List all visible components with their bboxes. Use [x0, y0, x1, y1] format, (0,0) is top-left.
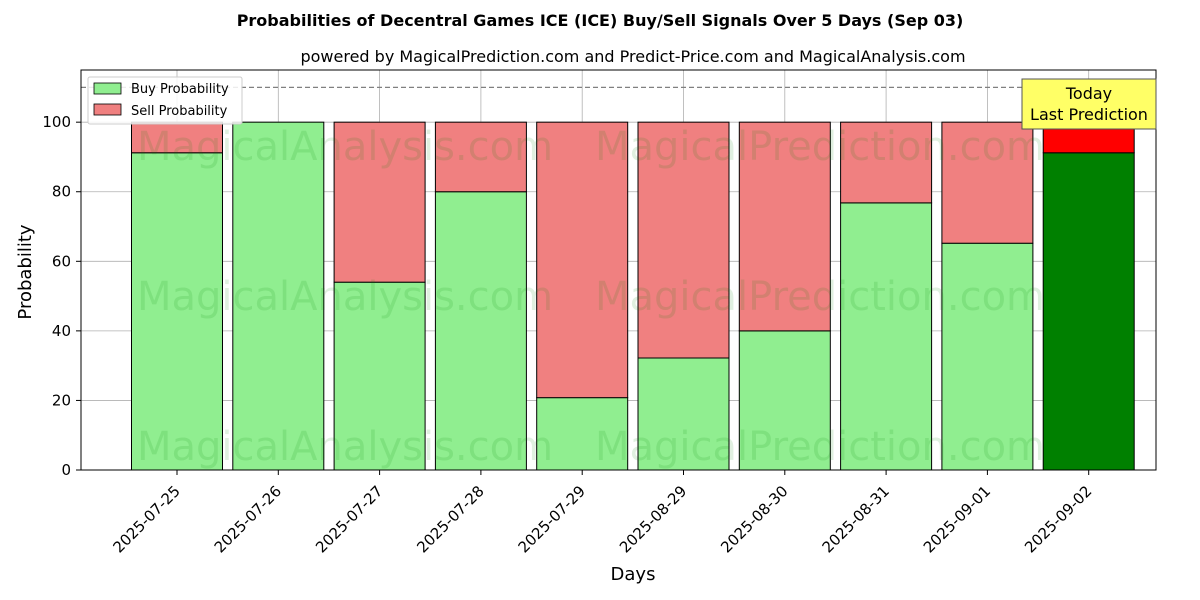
- bar-buy: [738, 330, 831, 471]
- y-tick-label: 40: [52, 322, 71, 340]
- x-tick-label: 2025-07-27: [312, 482, 386, 556]
- bar-buy: [637, 357, 730, 471]
- x-axis-label: Days: [611, 564, 656, 585]
- y-tick-label: 100: [42, 113, 71, 131]
- bar-buy: [840, 202, 933, 471]
- x-tick-label: 2025-09-01: [920, 482, 994, 556]
- legend-label-buy: Buy Probability: [131, 82, 229, 97]
- bar-sell: [941, 121, 1034, 244]
- x-tick-label: 2025-08-31: [819, 482, 893, 556]
- bar-sell: [131, 121, 223, 154]
- annotation-box: [1021, 78, 1157, 130]
- chart-subtitle: powered by MagicalPrediction.com and Pre…: [300, 47, 965, 66]
- bar-sell: [738, 121, 831, 332]
- x-tick-label: 2025-07-28: [413, 482, 487, 556]
- x-tick-label: 2025-07-25: [109, 482, 183, 556]
- y-axis-label: Probability: [15, 224, 36, 319]
- legend-box: [87, 76, 243, 125]
- bar-sell: [536, 121, 629, 399]
- watermark-text: MagicalPrediction.com: [595, 424, 1045, 470]
- watermark-text: MagicalPrediction.com: [595, 124, 1045, 170]
- bar-sell: [333, 121, 426, 283]
- watermark-text: MagicalAnalysis.com: [137, 124, 553, 170]
- x-tick-label: 2025-08-29: [616, 482, 690, 556]
- plot-frame: [80, 69, 1157, 471]
- y-tick-label: 0: [61, 461, 71, 479]
- bar-sell: [637, 121, 730, 359]
- legend-swatch-buy: [93, 82, 122, 95]
- bar-buy: [1042, 152, 1135, 471]
- legend-label-sell: Sell Probability: [131, 104, 228, 119]
- legend: Buy Probability Sell Probability: [87, 76, 243, 125]
- annotation-line-2: Last Prediction: [1030, 105, 1148, 124]
- y-tick-label: 60: [52, 252, 71, 270]
- watermarks: MagicalAnalysis.com MagicalPrediction.com…: [137, 124, 1045, 470]
- x-tick-label: 2025-08-30: [717, 482, 791, 556]
- bar-buy: [941, 242, 1034, 471]
- annotation-line-1: Today: [1065, 84, 1112, 103]
- today-annotation: Today Last Prediction: [1021, 78, 1157, 130]
- watermark-text: MagicalAnalysis.com: [137, 274, 553, 320]
- watermark-text: MagicalPrediction.com: [595, 274, 1045, 320]
- y-tick-label: 80: [52, 183, 71, 201]
- x-tick-label: 2025-09-02: [1021, 482, 1095, 556]
- bar-sell: [434, 121, 527, 193]
- legend-swatch-sell: [93, 103, 122, 116]
- bar-buy: [131, 152, 223, 471]
- bars: [131, 121, 1135, 471]
- bar-buy: [434, 191, 527, 471]
- x-tick-label: 2025-07-26: [211, 482, 285, 556]
- chart-title: Probabilities of Decentral Games ICE (IC…: [237, 11, 964, 30]
- y-tick-label: 20: [52, 391, 71, 409]
- bar-sell: [840, 121, 933, 204]
- watermark-text: MagicalAnalysis.com: [137, 424, 553, 470]
- bar-buy: [333, 281, 426, 471]
- x-tick-label: 2025-07-29: [515, 482, 589, 556]
